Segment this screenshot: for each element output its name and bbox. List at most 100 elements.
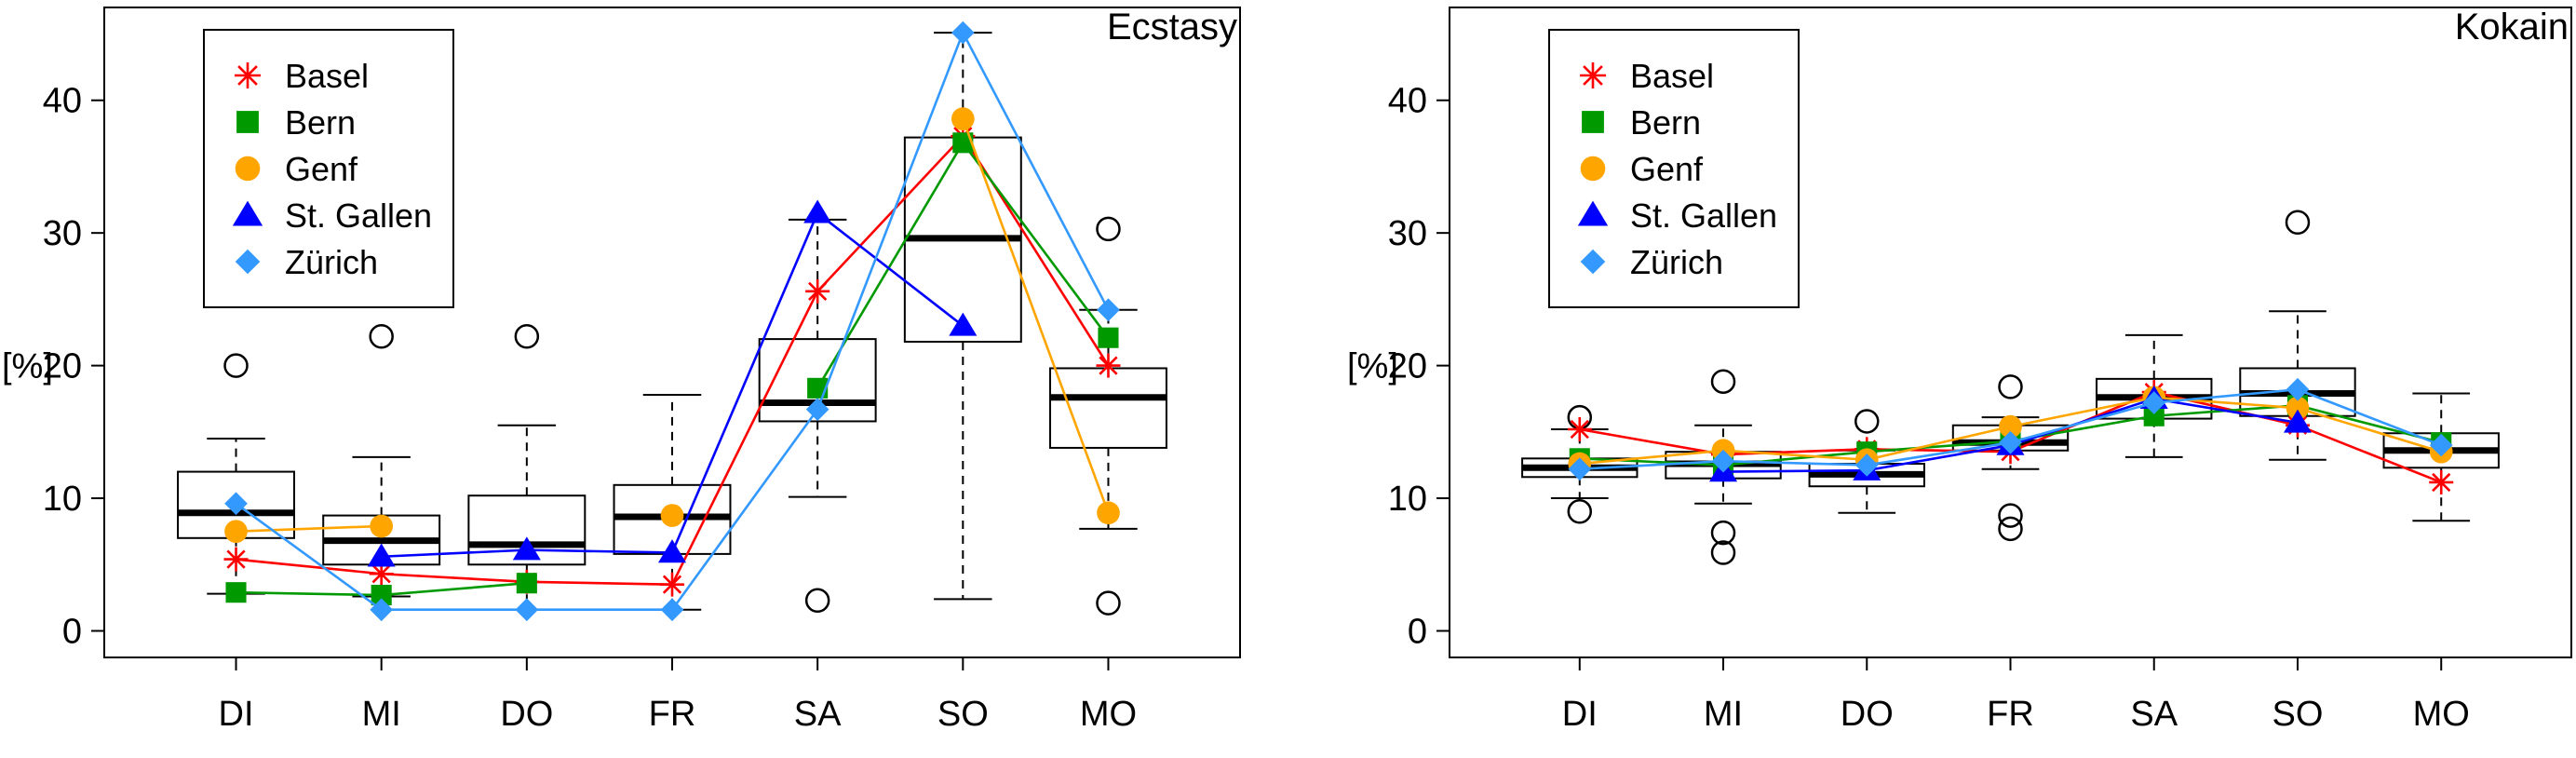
data-point — [951, 107, 975, 131]
series-line-segment — [381, 572, 527, 584]
x-tick-label: MO — [2413, 695, 2470, 734]
outlier-point — [1854, 409, 1880, 434]
data-point — [223, 547, 249, 572]
data-point — [805, 398, 829, 421]
legend-marker — [1582, 111, 1604, 133]
y-tick-label: 40 — [1388, 82, 1427, 121]
y-tick-label: 30 — [1388, 214, 1427, 253]
series-z-rich — [224, 20, 1120, 622]
legend-label: St. Gallen — [285, 196, 432, 235]
box-iqr — [467, 494, 587, 566]
outlier-point — [1096, 590, 1121, 616]
y-tick-label: 0 — [1408, 613, 1427, 652]
series-line-segment — [526, 548, 673, 554]
series-line-segment — [816, 32, 964, 411]
chart-title: Ecstasy — [1107, 7, 1237, 47]
data-point — [657, 539, 687, 563]
series-line-segment — [2297, 406, 2442, 453]
data-point — [1854, 453, 1879, 477]
series-line-segment — [1579, 427, 1724, 456]
series-line-segment — [1722, 459, 1868, 467]
legend-label: Genf — [1630, 150, 1704, 188]
legend-label: Bern — [1630, 103, 1701, 142]
y-tick-label: 20 — [43, 347, 82, 386]
series-line-segment — [962, 118, 1110, 514]
series-line-segment — [1579, 459, 1724, 471]
data-point — [2286, 377, 2310, 401]
legend-marker — [235, 62, 261, 88]
outlier-point — [1710, 520, 1736, 546]
y-tick-label: 30 — [43, 214, 82, 253]
outlier-point — [2285, 210, 2311, 236]
series-line-segment — [2297, 424, 2442, 484]
legend-label: Bern — [285, 103, 356, 142]
series-line-segment — [670, 291, 819, 586]
data-point — [515, 598, 539, 622]
legend-marker — [1580, 156, 1606, 182]
y-tick-label: 10 — [43, 480, 82, 519]
legend-marker — [1580, 62, 1606, 88]
outlier-point — [804, 588, 830, 613]
boxplot-MO — [1049, 216, 1167, 616]
series-line-segment — [2153, 396, 2299, 410]
outlier-point — [369, 324, 394, 349]
series-line-segment — [2297, 388, 2442, 447]
series-line-segment — [1579, 449, 1724, 466]
series-line-segment — [236, 558, 382, 575]
series-line-segment — [962, 142, 1110, 339]
data-point — [370, 514, 394, 538]
series-line-segment — [1867, 440, 2011, 453]
series-line-segment — [2153, 397, 2299, 425]
legend-marker — [1577, 200, 1609, 226]
data-point — [1999, 414, 2022, 439]
outlier-point — [223, 353, 249, 378]
data-point — [803, 199, 832, 223]
series-line-segment — [816, 135, 964, 292]
series-line-segment — [381, 548, 527, 559]
box-iqr — [758, 338, 877, 423]
outlier-point — [1096, 216, 1121, 242]
y-tick-label: 20 — [1388, 347, 1427, 386]
series-line-segment — [236, 590, 382, 597]
data-point — [1098, 327, 1119, 348]
data-point — [512, 536, 541, 561]
data-point — [660, 504, 684, 527]
y-axis-label: [%] — [1347, 347, 1398, 386]
outlier-point — [1567, 499, 1593, 524]
x-tick-label: DI — [219, 695, 254, 734]
data-point — [1097, 501, 1120, 525]
x-tick-label: FR — [649, 695, 696, 734]
series-line-segment — [235, 502, 383, 611]
data-point — [225, 582, 247, 603]
legend-marker — [235, 156, 261, 182]
data-point — [2429, 433, 2453, 457]
series-line-segment — [1867, 443, 2011, 472]
boxplot-DO — [467, 324, 587, 611]
legend-label: Zürich — [1630, 243, 1723, 281]
series-genf — [224, 107, 1120, 544]
legend-label: Genf — [285, 150, 358, 188]
data-point — [2286, 396, 2310, 420]
series-bern — [225, 132, 1119, 606]
series-line-segment — [1866, 425, 2011, 462]
x-tick-label: SA — [2130, 695, 2178, 734]
outlier-point — [1710, 369, 1736, 394]
legend-marker — [235, 249, 261, 275]
x-tick-label: MI — [1704, 695, 1743, 734]
series-line-segment — [1722, 449, 1868, 462]
data-point — [1567, 416, 1592, 441]
data-point — [224, 492, 248, 516]
series-line-segment — [526, 580, 673, 586]
x-tick-label: MO — [1080, 695, 1137, 734]
data-point — [2429, 469, 2454, 494]
legend-label: Zürich — [285, 243, 378, 281]
series-line-segment — [236, 524, 382, 533]
series-line-segment — [1722, 448, 1868, 456]
legend-label: Basel — [285, 57, 369, 95]
legend-label: St. Gallen — [1630, 196, 1777, 235]
data-point — [805, 278, 830, 304]
chart-title: Kokain — [2455, 7, 2569, 47]
series-line-segment — [962, 32, 1110, 311]
data-point — [1999, 430, 2022, 454]
outlier-point — [1710, 540, 1736, 565]
